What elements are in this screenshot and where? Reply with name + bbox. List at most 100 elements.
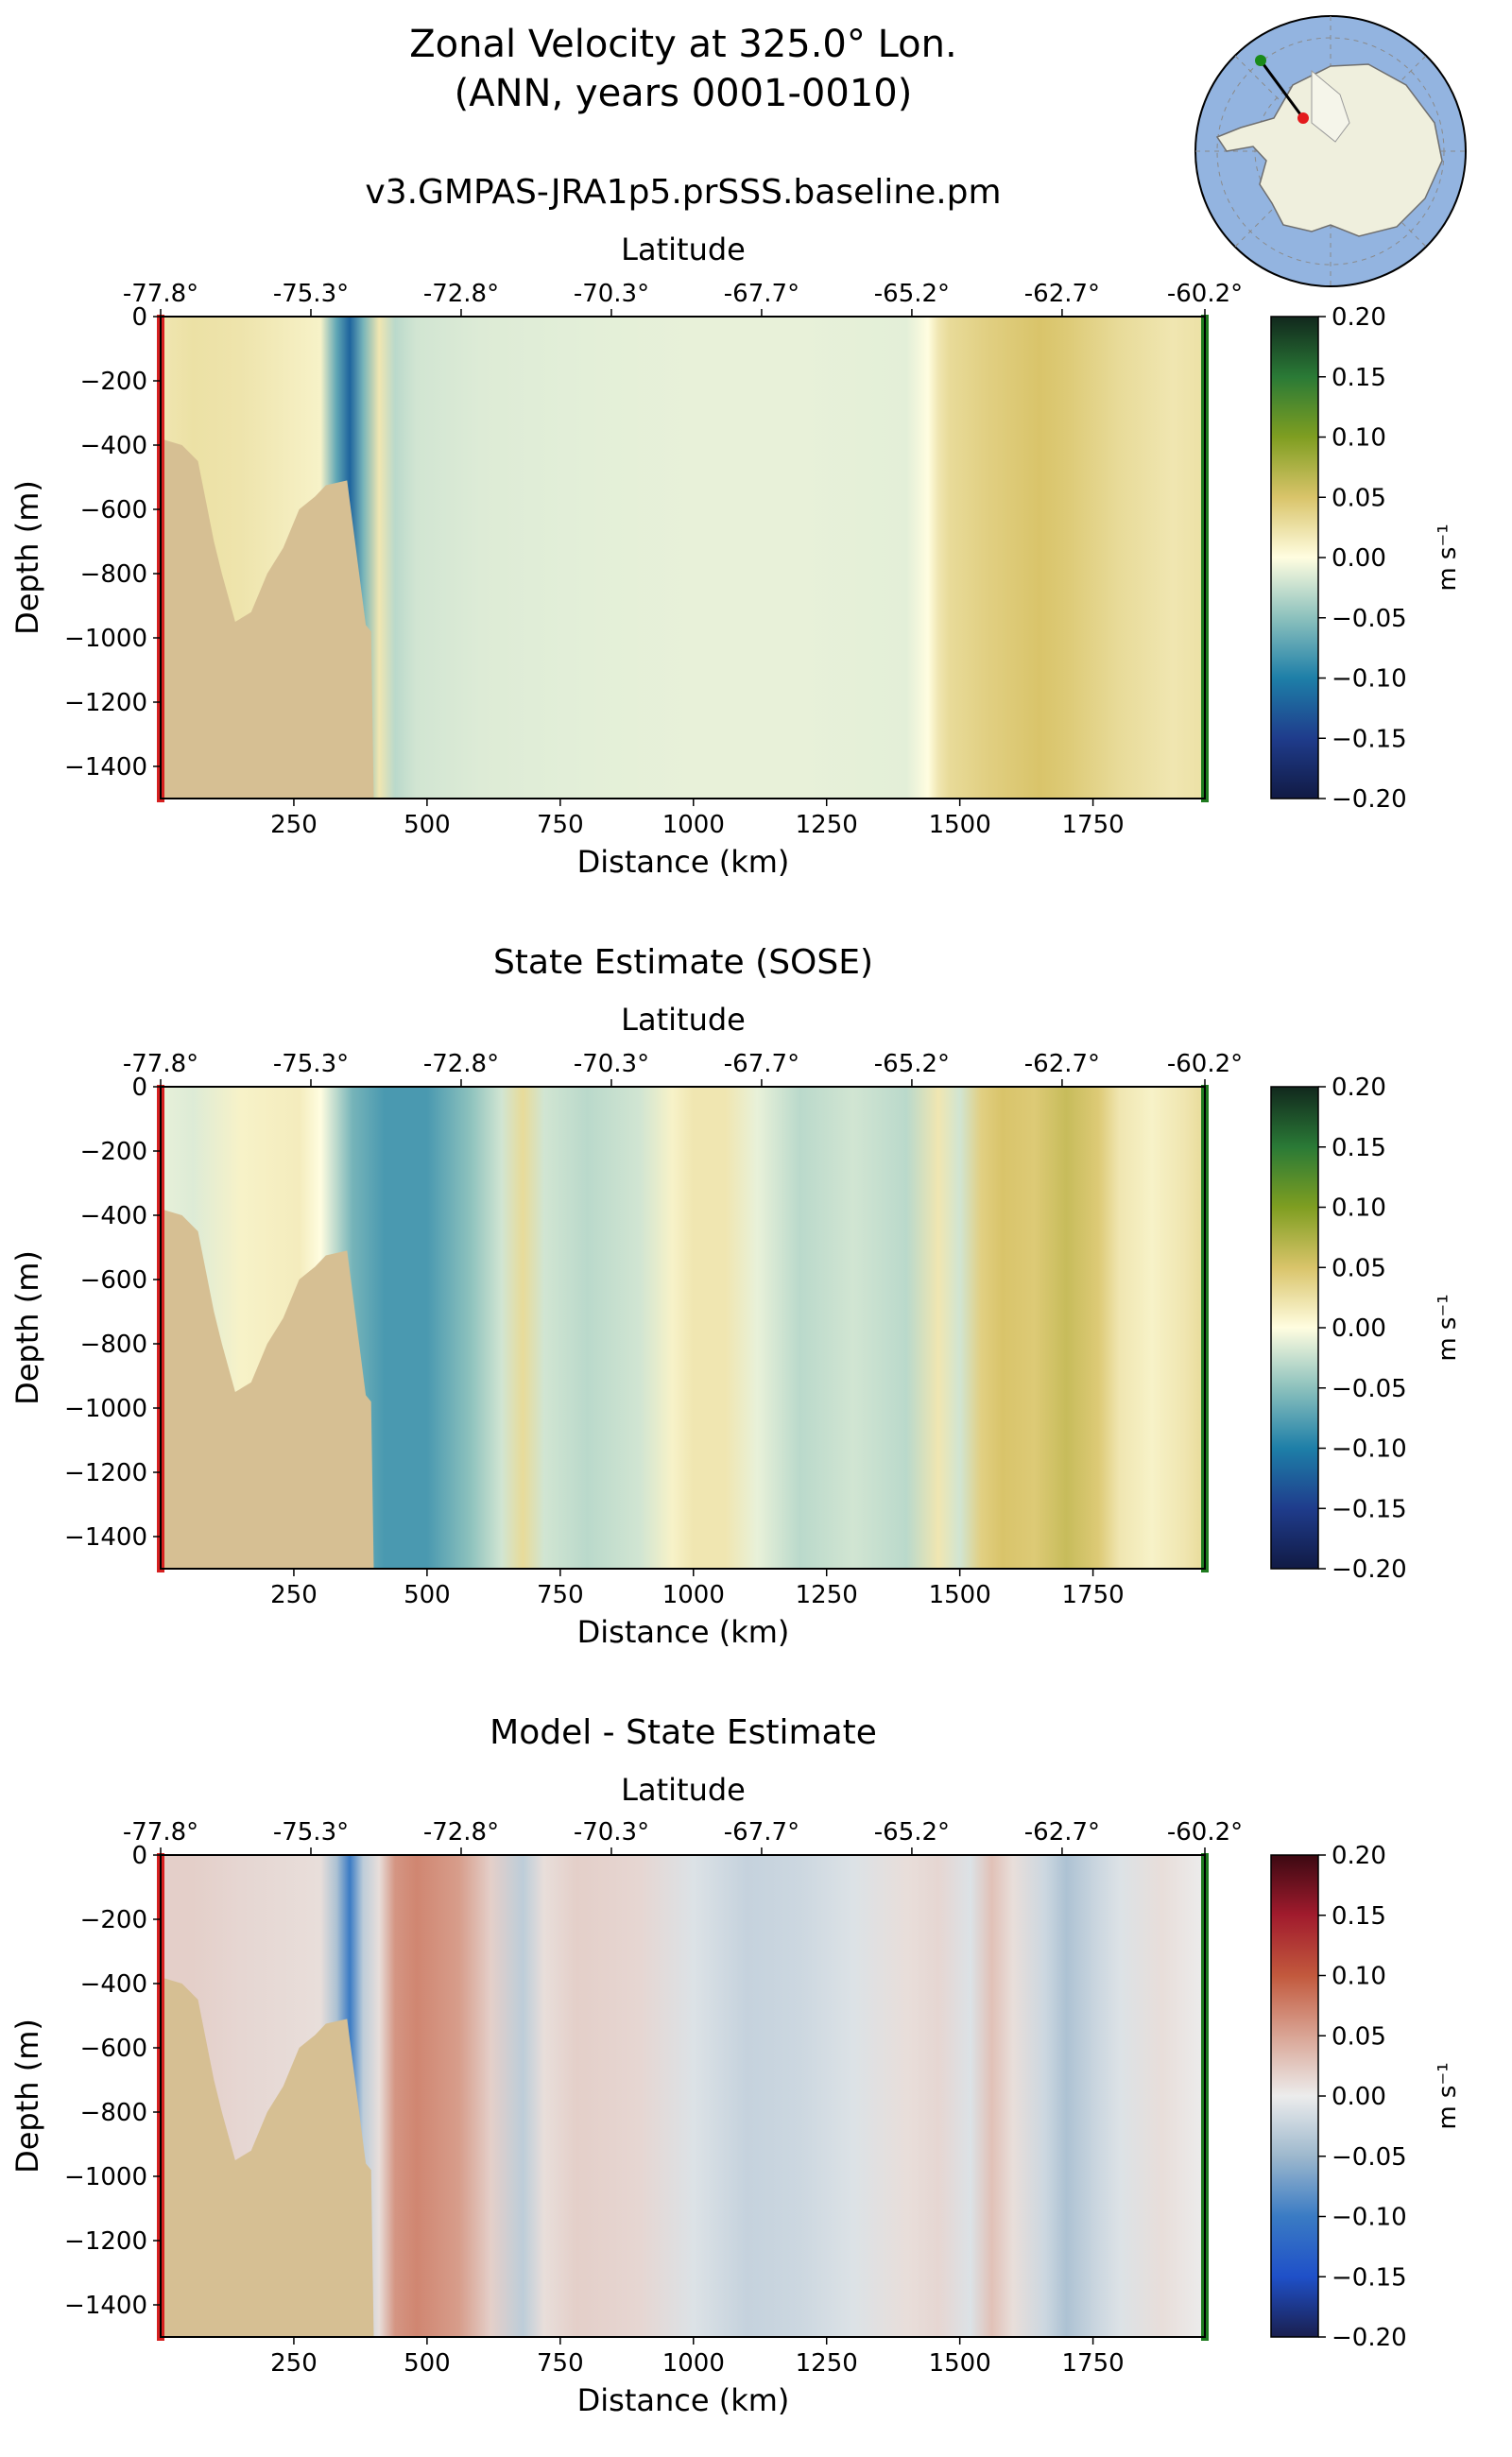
latitude-tick-label: -67.7° (724, 1818, 799, 1847)
x-axis-title: Distance (km) (577, 844, 790, 880)
latitude-tick-label: -77.8° (123, 1818, 198, 1847)
y-tick-label: −600 (80, 2035, 147, 2063)
colorbar-tick-label: −0.20 (1332, 1555, 1407, 1584)
x-tick-label: 1500 (929, 2349, 991, 2378)
y-tick-label: 0 (131, 1074, 147, 1102)
y-tick-label: −200 (80, 368, 147, 396)
transect-line (1259, 60, 1305, 119)
colorbar (1270, 1086, 1319, 1570)
colorbar-label: m s⁻¹ (1434, 2062, 1462, 2129)
latitude-tick-label: -70.3° (574, 1818, 649, 1847)
colorbar-tick-label: 0.20 (1332, 1842, 1386, 1870)
colorbar-tick-label: −0.15 (1332, 1495, 1407, 1523)
colorbar-label: m s⁻¹ (1434, 524, 1462, 591)
colorbar-tick-label: 0.05 (1332, 2022, 1386, 2051)
latitude-tick-label: -72.8° (423, 1050, 499, 1078)
latitude-tick-label: -62.7° (1024, 1818, 1100, 1847)
y-tick-label: −600 (80, 1266, 147, 1295)
latitude-tick-label: -67.7° (724, 1050, 799, 1078)
colorbar (1270, 1854, 1319, 2338)
x-tick-label: 1500 (929, 811, 991, 839)
x-tick-label: 1250 (796, 2349, 858, 2378)
latitude-tick-label: -60.2° (1167, 1050, 1243, 1078)
panel-title: Model - State Estimate (490, 1713, 877, 1752)
colorbar-tick-label: −0.20 (1332, 2324, 1407, 2352)
y-tick-label: −800 (80, 560, 147, 589)
latitude-tick-label: -75.3° (273, 1818, 349, 1847)
colorbar-label: m s⁻¹ (1434, 1294, 1462, 1361)
y-tick-label: −1200 (64, 689, 147, 717)
y-tick-label: −1200 (64, 2227, 147, 2256)
y-tick-label: −600 (80, 496, 147, 524)
y-tick-label: −400 (80, 1202, 147, 1230)
colorbar-tick-label: 0.00 (1332, 1314, 1386, 1343)
x-tick-label: 1000 (662, 2349, 725, 2378)
figure-title-line1: Zonal Velocity at 325.0° Lon. (409, 23, 956, 66)
plot-frame (160, 1086, 1206, 1570)
y-tick-label: −1000 (64, 625, 147, 653)
latitude-tick-label: -60.2° (1167, 1818, 1243, 1847)
colorbar-tick-label: 0.10 (1332, 1194, 1386, 1223)
transect-end-dot (1255, 55, 1266, 66)
y-tick-label: −1200 (64, 1459, 147, 1487)
colorbar-tick-label: 0.00 (1332, 544, 1386, 573)
latitude-tick-label: -62.7° (1024, 1050, 1100, 1078)
panel-3: Model - State Estimate Latitude 250 500 750 1… (9, 1713, 1462, 2418)
x-tick-label: 250 (270, 1581, 318, 1609)
colorbar-tick-label: −0.10 (1332, 1435, 1407, 1464)
latitude-axis-title: Latitude (621, 1002, 746, 1038)
x-tick-label: 500 (404, 811, 451, 839)
y-tick-label: −800 (80, 1331, 147, 1359)
colorbar-tick-label: −0.20 (1332, 785, 1407, 814)
colorbar-tick-label: 0.15 (1332, 1134, 1386, 1162)
y-tick-label: −800 (80, 2099, 147, 2127)
panel-2: State Estimate (SOSE) Latitude 250 500 750 10… (9, 943, 1462, 1650)
x-axis-title: Distance (km) (577, 2382, 790, 2418)
y-tick-label: −1400 (64, 2292, 147, 2320)
plot-frame (160, 316, 1206, 799)
antarctica-polar-map-icon (1194, 15, 1467, 287)
y-axis-title: Depth (m) (9, 2019, 45, 2174)
x-axis-title: Distance (km) (577, 1614, 790, 1650)
colorbar-tick-label: 0.00 (1332, 2083, 1386, 2111)
latitude-tick-label: -67.7° (724, 280, 799, 308)
y-tick-label: −1400 (64, 753, 147, 782)
y-tick-label: −200 (80, 1138, 147, 1166)
x-tick-label: 1750 (1062, 811, 1125, 839)
latitude-tick-label: -65.2° (874, 1818, 950, 1847)
x-tick-label: 1250 (796, 811, 858, 839)
x-tick-label: 1000 (662, 1581, 725, 1609)
x-tick-label: 1750 (1062, 2349, 1125, 2378)
latitude-tick-label: -70.3° (574, 1050, 649, 1078)
colorbar-tick-label: −0.15 (1332, 725, 1407, 753)
bathymetry (161, 1977, 374, 2337)
y-tick-label: −1000 (64, 2163, 147, 2191)
colorbar-tick-label: −0.05 (1332, 2143, 1407, 2172)
x-tick-label: 1750 (1062, 1581, 1125, 1609)
figure-title-line2: (ANN, years 0001-0010) (455, 72, 913, 115)
latitude-tick-label: -75.3° (273, 1050, 349, 1078)
y-tick-label: −400 (80, 1970, 147, 1999)
latitude-axis-title: Latitude (621, 232, 746, 267)
colorbar-tick-label: −0.15 (1332, 2263, 1407, 2292)
colorbar-tick-label: 0.20 (1332, 303, 1386, 332)
latitude-tick-label: -70.3° (574, 280, 649, 308)
bathymetry (161, 1209, 374, 1569)
latitude-tick-label: -72.8° (423, 1818, 499, 1847)
transect-start-dot (1297, 112, 1309, 124)
colorbar-tick-label: −0.05 (1332, 1375, 1407, 1403)
latitude-tick-label: -62.7° (1024, 280, 1100, 308)
colorbar-tick-label: 0.05 (1332, 484, 1386, 512)
x-tick-label: 1250 (796, 1581, 858, 1609)
colorbar (1270, 316, 1319, 799)
y-axis-title: Depth (m) (9, 480, 45, 635)
panel-title: v3.GMPAS-JRA1p5.prSSS.baseline.pm (365, 173, 1001, 212)
x-tick-label: 750 (537, 2349, 584, 2378)
latitude-tick-label: -60.2° (1167, 280, 1243, 308)
y-tick-label: −1000 (64, 1395, 147, 1423)
latitude-tick-label: -75.3° (273, 280, 349, 308)
latitude-tick-label: -77.8° (123, 280, 198, 308)
y-tick-label: −400 (80, 432, 147, 460)
colorbar-tick-label: 0.10 (1332, 424, 1386, 453)
